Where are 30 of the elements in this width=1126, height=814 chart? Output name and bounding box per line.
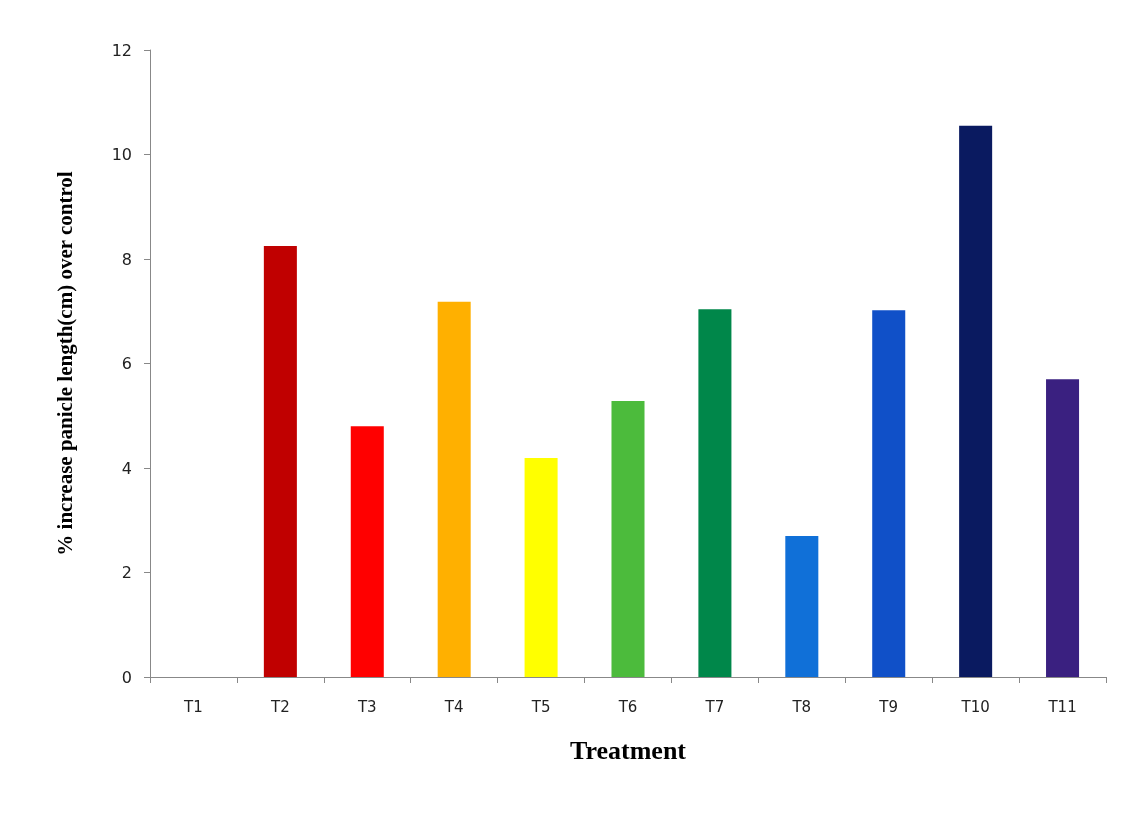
x-tick-label: T5 [530, 697, 551, 716]
x-axis-title: Treatment [570, 735, 687, 765]
bar [350, 426, 384, 677]
y-tick-label: 6 [121, 354, 132, 373]
y-tick-label: 12 [111, 40, 132, 60]
bar [1046, 379, 1080, 677]
y-tick-label: 4 [121, 458, 132, 478]
x-tick-label: T8 [791, 697, 812, 716]
y-tick-label: 2 [121, 563, 132, 582]
y-tick-label: 8 [121, 249, 132, 269]
bar [437, 301, 471, 677]
bar [959, 125, 993, 677]
x-tick-label: T11 [1047, 697, 1077, 716]
x-tick-label: T9 [878, 697, 899, 716]
x-tick-label: T1 [183, 697, 203, 716]
bar [698, 309, 732, 677]
x-tick-label: T4 [443, 697, 464, 716]
bar [524, 458, 558, 677]
bar [785, 535, 819, 677]
x-tick-label: T6 [617, 697, 638, 716]
y-axis-title: % increase panicle length(cm) over control [52, 171, 77, 556]
bar [611, 401, 645, 677]
y-tick-label: 0 [121, 667, 132, 687]
x-tick-label: T7 [704, 697, 725, 716]
x-tick-label: T3 [356, 697, 377, 716]
bar [263, 245, 297, 677]
x-tick-label: T10 [960, 697, 990, 716]
x-tick-label: T2 [270, 697, 290, 716]
bar [872, 310, 906, 677]
y-tick-label: 10 [111, 145, 132, 164]
